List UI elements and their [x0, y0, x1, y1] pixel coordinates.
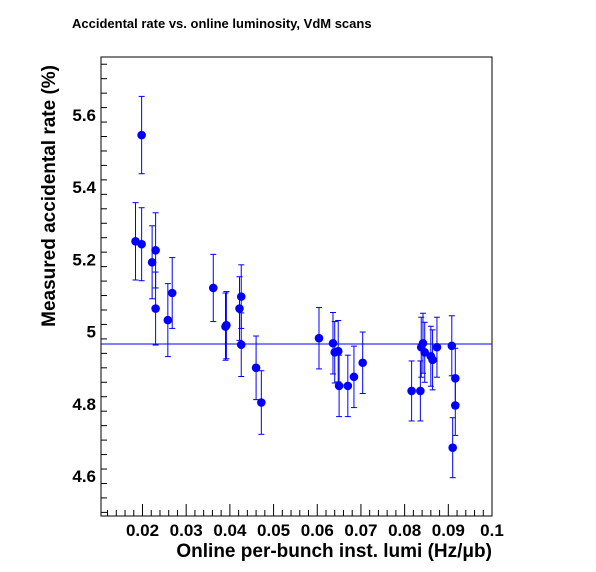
data-point [416, 360, 425, 422]
data-point [407, 360, 416, 422]
marker [163, 315, 173, 325]
x-tick-label: 0.08 [388, 521, 421, 540]
marker [235, 304, 244, 313]
marker [236, 340, 246, 349]
data-point [448, 417, 457, 479]
x-axis-label: Online per-bunch inst. lumi (Hz/μb) [176, 541, 492, 562]
data-point [420, 321, 430, 383]
marker [208, 283, 218, 293]
y-tick-label: 4.6 [72, 467, 96, 486]
marker [343, 381, 353, 391]
marker [147, 257, 157, 267]
data-point [137, 207, 146, 282]
marker [451, 401, 460, 410]
marker [137, 130, 146, 140]
x-tick-label: 0.02 [126, 521, 159, 540]
marker [432, 342, 442, 352]
data-point [358, 331, 367, 394]
data-point [222, 291, 231, 360]
marker [314, 333, 324, 343]
axes: 0.02 0.03 0.04 0.05 0.06 0.07 0.08 0.09 0.1 4.6 4.… [72, 63, 504, 540]
data-point [208, 253, 218, 323]
y-tick-label: 5.2 [72, 250, 96, 269]
data-point [137, 95, 146, 175]
marker [222, 320, 231, 330]
marker [358, 358, 367, 368]
data-point [167, 257, 177, 329]
data-point [147, 225, 157, 300]
x-tick-label: 0.1 [480, 521, 504, 540]
marker [151, 304, 160, 313]
y-tick-label: 5 [87, 323, 96, 342]
y-tick-label: 4.8 [72, 395, 96, 414]
data-point [334, 354, 344, 418]
marker [257, 398, 266, 407]
data-point [428, 329, 437, 391]
marker [418, 338, 428, 348]
marker [349, 372, 359, 382]
marker [333, 346, 343, 356]
data-point [343, 354, 353, 418]
x-tick-label: 0.07 [344, 521, 377, 540]
marker [167, 288, 177, 298]
y-tick-label: 5.6 [72, 106, 96, 125]
data-point [451, 374, 460, 436]
x-tick-label: 0.05 [257, 521, 290, 540]
data-point [251, 335, 261, 401]
x-tick-label: 0.03 [170, 521, 203, 540]
marker [448, 443, 457, 452]
chart-title: Accidental rate vs. online luminosity, V… [72, 16, 372, 31]
data-point [349, 345, 359, 409]
marker [407, 386, 416, 396]
data-point [163, 283, 173, 358]
x-tick-label: 0.09 [432, 521, 465, 540]
data-point [235, 276, 244, 341]
x-tick-label: 0.06 [301, 521, 334, 540]
y-axis-label: Measured accidental rate (%) [39, 65, 60, 327]
marker [251, 363, 261, 373]
marker [236, 292, 246, 301]
marker [137, 239, 146, 249]
data-point [151, 271, 160, 346]
plot-frame [100, 56, 493, 517]
marker [328, 338, 338, 348]
marker [428, 355, 437, 365]
data-point [447, 315, 457, 377]
data-point [432, 316, 442, 378]
data-point [314, 306, 324, 370]
x-tick-label: 0.04 [213, 521, 247, 540]
data-point [257, 370, 266, 435]
y-tick-label: 5.4 [72, 178, 96, 197]
marker [420, 347, 430, 357]
marker [151, 246, 160, 255]
data-point [236, 312, 246, 377]
marker [416, 386, 425, 396]
marker [334, 381, 344, 391]
data-points [131, 95, 460, 479]
